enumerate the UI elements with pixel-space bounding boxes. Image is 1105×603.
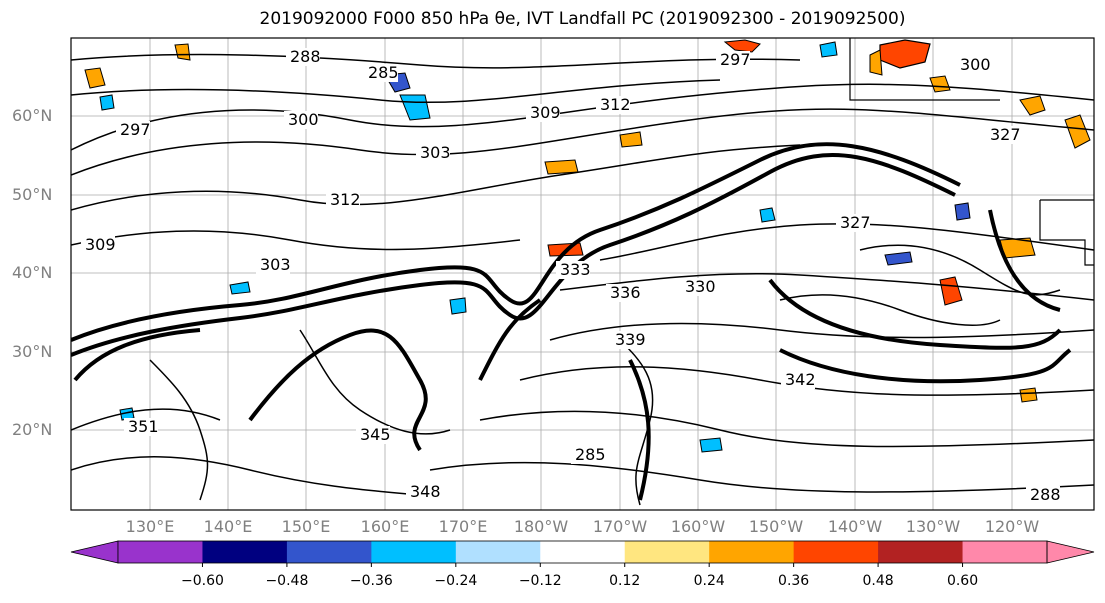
contour-label-background bbox=[284, 111, 318, 129]
contour-label: 339 bbox=[615, 330, 646, 349]
contour-label-background bbox=[956, 56, 990, 74]
contour-label: 300 bbox=[960, 55, 991, 74]
contour-label-layer: 285 288 297 300 303 309 312 327 333 336 330 339 342 3… bbox=[81, 47, 1061, 504]
colorbar-swatch bbox=[540, 541, 626, 563]
contour-label-background bbox=[571, 446, 605, 464]
contour-label: 345 bbox=[360, 425, 391, 444]
longitude-label: 150°W bbox=[748, 517, 804, 536]
contour-label: 336 bbox=[610, 283, 641, 302]
colorbar-extend-min bbox=[70, 540, 119, 564]
colorbar-tick-label: 0.12 bbox=[609, 573, 641, 589]
contour-label-background bbox=[526, 104, 560, 122]
colorbar-tick-label: 0.36 bbox=[778, 573, 810, 589]
contour-label-background bbox=[116, 121, 150, 139]
latitude-label: 20°N bbox=[12, 420, 53, 439]
contour-label: 312 bbox=[330, 190, 361, 209]
contour-label: 333 bbox=[560, 260, 591, 279]
contour-label-background bbox=[611, 331, 645, 349]
longitude-label: 160°W bbox=[670, 517, 726, 536]
colorbar-swatch bbox=[624, 541, 710, 563]
contour-label: 342 bbox=[785, 370, 816, 389]
map-frame bbox=[70, 37, 1095, 511]
contour-label-background bbox=[286, 48, 320, 66]
latitude-label: 50°N bbox=[12, 185, 53, 204]
colorbar-tick-label: 0.48 bbox=[862, 573, 894, 589]
contour-label-background bbox=[986, 126, 1020, 144]
contour-label-background bbox=[406, 483, 440, 501]
latitude-label: 30°N bbox=[12, 342, 53, 361]
contour-label: 327 bbox=[840, 213, 871, 232]
colorbar-swatch bbox=[286, 541, 372, 563]
frontal-contour-bundle bbox=[71, 142, 1072, 501]
longitude-label: 140°W bbox=[827, 517, 883, 536]
colorbar-tick-label: −0.60 bbox=[181, 573, 224, 589]
colorbar-swatch bbox=[202, 541, 288, 563]
contour-label: 285 bbox=[575, 445, 606, 464]
contour-label: 288 bbox=[1030, 485, 1061, 504]
colorbar-swatch bbox=[118, 541, 203, 563]
contour-label-background bbox=[416, 144, 450, 162]
longitude-label: 140°E bbox=[203, 517, 253, 536]
contour-label: 351 bbox=[128, 417, 159, 436]
contour-label-background bbox=[326, 191, 360, 209]
contour-label-background bbox=[716, 51, 750, 69]
colorbar-tick-label: 0.60 bbox=[946, 573, 979, 589]
shaded-anomalies bbox=[84, 39, 1091, 453]
contour-label-background bbox=[356, 426, 390, 444]
contour-label: 303 bbox=[420, 143, 451, 162]
colorbar-swatch bbox=[709, 541, 795, 563]
longitude-label: 170°W bbox=[592, 517, 648, 536]
longitude-label: 150°E bbox=[281, 517, 331, 536]
contour-label: 327 bbox=[990, 125, 1021, 144]
colorbar-swatch bbox=[793, 541, 879, 563]
contour-label: 288 bbox=[290, 47, 321, 66]
coastline bbox=[849, 38, 1094, 266]
contour-label: 297 bbox=[120, 120, 151, 139]
contour-label: 303 bbox=[260, 255, 291, 274]
contour-label-background bbox=[1026, 486, 1060, 504]
colorbar-swatch bbox=[878, 541, 964, 563]
contour-label-background bbox=[556, 261, 590, 279]
colorbar-swatch bbox=[371, 541, 457, 563]
colorbar-tick-label: −0.48 bbox=[265, 573, 309, 589]
contour-label-background bbox=[836, 214, 870, 232]
colorbar-tick-label: −0.36 bbox=[349, 573, 393, 589]
contour-label-background bbox=[256, 256, 290, 274]
contour-label-background bbox=[364, 64, 398, 82]
contour-label: 300 bbox=[288, 110, 319, 129]
longitude-label: 170°E bbox=[438, 517, 488, 536]
colorbar-swatch bbox=[962, 541, 1048, 563]
graticule bbox=[71, 38, 1094, 510]
contour-label: 330 bbox=[685, 277, 716, 296]
contour-label: 309 bbox=[85, 235, 116, 254]
colorbar-extend-max bbox=[1046, 540, 1095, 564]
latitude-label: 40°N bbox=[12, 263, 53, 282]
contour-label-background bbox=[124, 418, 158, 436]
contour-label-background bbox=[596, 96, 630, 114]
longitude-label: 180°W bbox=[513, 517, 569, 536]
latitude-label: 60°N bbox=[12, 106, 53, 125]
theta-e-contours bbox=[71, 53, 1094, 506]
contour-label-background bbox=[781, 371, 815, 389]
colorbar-swatch bbox=[455, 541, 541, 563]
colorbar-tick-label: −0.24 bbox=[434, 573, 478, 589]
contour-label-background bbox=[681, 278, 715, 296]
contour-label: 297 bbox=[720, 50, 751, 69]
contour-label: 312 bbox=[600, 95, 631, 114]
longitude-label: 130°E bbox=[125, 517, 175, 536]
colorbar-tick-label: 0.24 bbox=[693, 573, 725, 589]
longitude-label: 160°E bbox=[360, 517, 410, 536]
contour-label-background bbox=[81, 236, 115, 254]
contour-label: 348 bbox=[410, 482, 441, 501]
contour-label: 285 bbox=[368, 63, 399, 82]
contour-label-background bbox=[606, 284, 640, 302]
colorbar-frame bbox=[117, 540, 1048, 564]
longitude-label: 130°W bbox=[905, 517, 961, 536]
longitude-label: 120°W bbox=[984, 517, 1040, 536]
contour-label: 309 bbox=[530, 103, 561, 122]
map-title: 2019092000 F000 850 hPa θe, IVT Landfall… bbox=[259, 9, 906, 29]
colorbar-tick-label: −0.12 bbox=[518, 573, 562, 589]
